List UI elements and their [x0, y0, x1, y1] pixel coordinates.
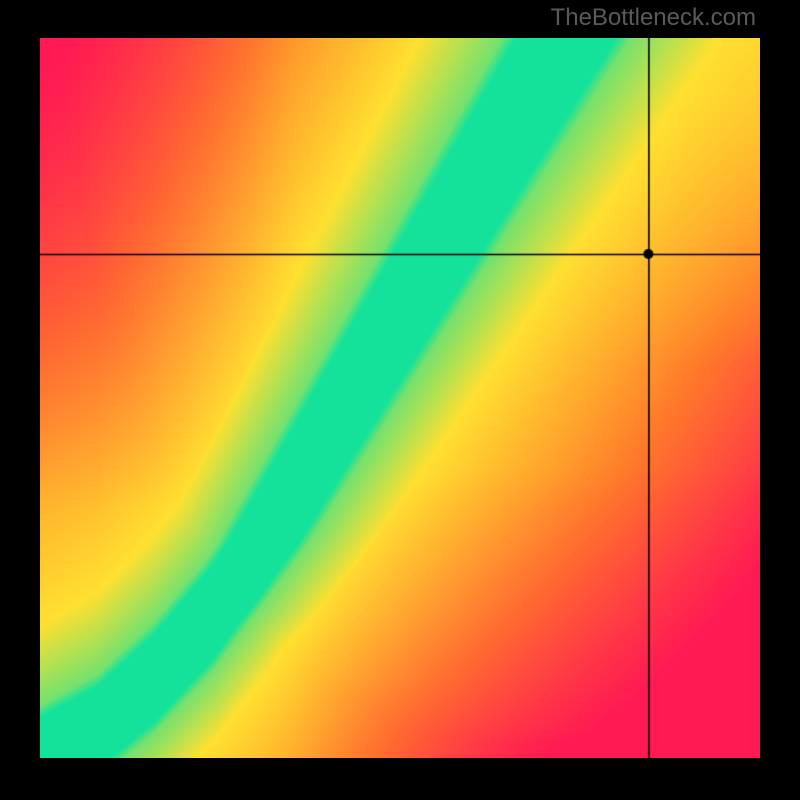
bottleneck-heatmap	[40, 38, 760, 758]
chart-frame: TheBottleneck.com	[0, 0, 800, 800]
watermark-text: TheBottleneck.com	[551, 4, 756, 32]
